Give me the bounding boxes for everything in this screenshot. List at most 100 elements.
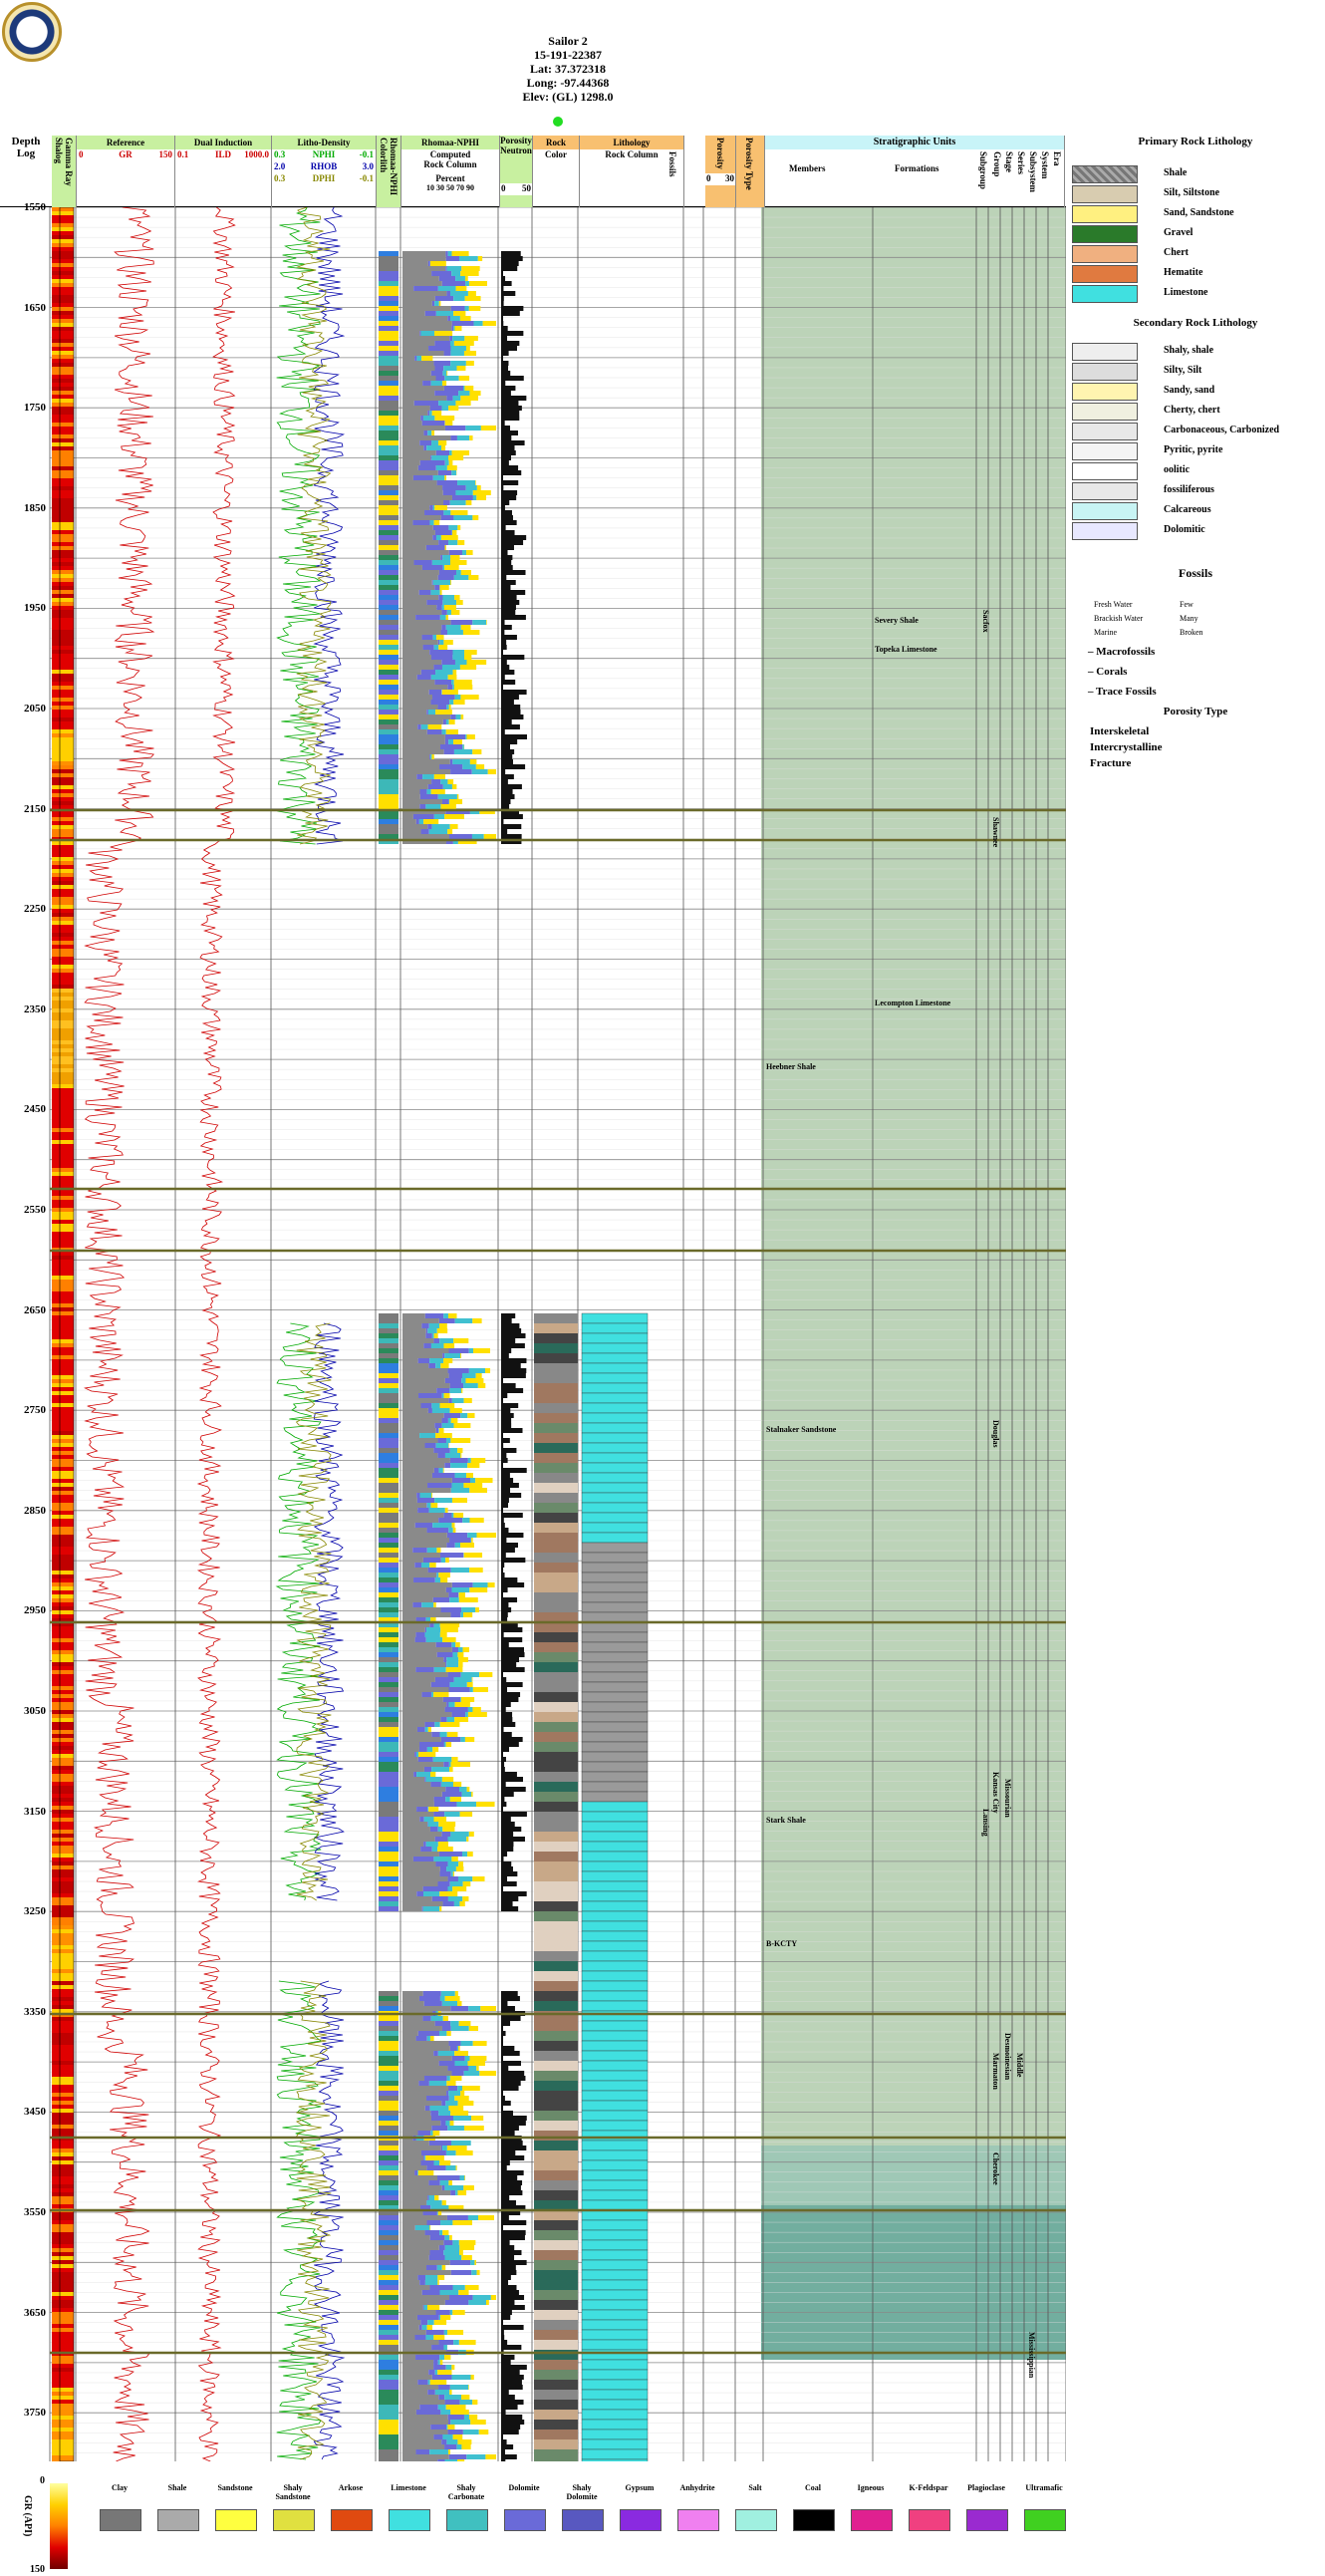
gamma-color-bar [52, 2332, 74, 2336]
rock-column-cell [448, 540, 458, 545]
colorlith-cell [379, 1732, 398, 1737]
gamma-color-bar [52, 1945, 74, 1949]
rock-column-cell [428, 829, 448, 834]
rock-column-cell [449, 1448, 458, 1453]
rock-column-cell [453, 685, 473, 690]
rock-color-cell [534, 1971, 578, 1981]
rock-column-cell [428, 2081, 447, 2086]
rock-column-cell [402, 1757, 418, 1762]
gamma-color-bar [52, 678, 74, 682]
rock-column-cell [437, 794, 457, 799]
rock-column-cell [439, 1338, 454, 1343]
rock-color-cell [534, 1951, 578, 1961]
rock-column-cell [402, 1837, 435, 1842]
neutron-porosity-bar [501, 774, 514, 779]
rock-column-cell [402, 2056, 452, 2061]
gamma-color-bar [52, 1682, 74, 1686]
rock-column-cell [438, 2031, 447, 2036]
rock-column-cell [441, 729, 446, 734]
rock-column-cell [414, 356, 417, 361]
gamma-color-bar [52, 682, 74, 686]
rock-column-cell [427, 2390, 435, 2395]
neutron-porosity-bar [501, 2330, 504, 2335]
rock-column-cell [427, 710, 436, 715]
lithology-cell [581, 1422, 649, 1434]
rock-column-cell [425, 2155, 444, 2160]
rock-column-cell [429, 2380, 447, 2385]
rock-column-cell [446, 1702, 449, 1707]
rock-column-cell [417, 465, 436, 470]
colorlith-cell [379, 1817, 398, 1822]
colorlith-cell [379, 2400, 398, 2405]
rock-column-cell [444, 739, 449, 744]
gamma-color-bar [52, 391, 74, 395]
rock-column-cell [444, 2245, 460, 2250]
rock-column-cell [460, 271, 479, 276]
rock-column-cell [420, 829, 429, 834]
rock-column-cell [436, 1328, 448, 1333]
rock-column-cell [438, 1573, 450, 1577]
gamma-color-bar [52, 1024, 74, 1028]
rock-column-cell [457, 1448, 463, 1453]
rock-column-cell [416, 1727, 425, 1732]
neutron-porosity-bar [501, 695, 519, 700]
neutron-porosity-bar [501, 1991, 518, 1996]
rock-column-cell [402, 1473, 432, 1478]
rock-column-cell [402, 1727, 417, 1732]
colorlith-cell [379, 2225, 398, 2230]
rock-column-cell [429, 2036, 434, 2041]
rock-column-cell [449, 2295, 473, 2300]
neutron-porosity-bar [501, 550, 508, 555]
rock-column-cell [463, 1553, 483, 1558]
gamma-color-bar [52, 1901, 74, 1905]
rock-column-cell [432, 695, 455, 700]
neutron-porosity-bar [501, 1333, 526, 1338]
gamma-color-bar [52, 2224, 74, 2228]
strat-kansas-city: Kansas City [991, 1772, 1000, 1814]
rock-column-cell [445, 1667, 463, 1672]
colorlith-cell [379, 356, 398, 361]
rock-color-cell [534, 1632, 578, 1642]
rock-color-cell [534, 2240, 578, 2250]
rock-column-cell [402, 1657, 444, 1662]
rock-column-cell [449, 2235, 452, 2240]
colorlith-cell [379, 2275, 398, 2280]
lithology-cell [581, 1352, 649, 1364]
rock-color-cell [534, 2320, 578, 2330]
rock-column-cell [490, 2295, 496, 2300]
rock-column-cell [448, 1687, 470, 1692]
rock-column-cell [402, 1762, 444, 1767]
nphi-max: -0.1 [359, 149, 374, 159]
gamma-color-bar [52, 2017, 74, 2021]
neutron-porosity-bar [501, 640, 507, 645]
rock-column-cell [458, 2240, 476, 2245]
rock-color-cell [534, 2160, 578, 2170]
neutron-porosity-bar [501, 2295, 525, 2300]
colorlith-cell [379, 1727, 398, 1732]
rock-column-cell [459, 1787, 467, 1792]
rock-column-cell [424, 1777, 426, 1782]
colorlith-cell [379, 520, 398, 525]
strat-severy: Severy Shale [875, 616, 919, 625]
colorlith-cell [379, 2240, 398, 2245]
rock-column-cell [445, 2165, 456, 2170]
rock-column-cell [457, 2459, 465, 2461]
neutron-porosity-bar [501, 2160, 510, 2165]
rock-color-cell [534, 1353, 578, 1363]
gamma-color-bar [52, 981, 74, 985]
rock-column-cell [420, 2160, 434, 2165]
gamma-color-bar [52, 1985, 74, 1989]
rock-column-cell [402, 1901, 443, 1906]
gamma-color-bar [52, 307, 74, 311]
rock-column-cell [452, 530, 457, 535]
rock-column-cell [460, 1543, 474, 1548]
gamma-color-bar [52, 470, 74, 474]
neutron-porosity-bar [501, 530, 515, 535]
gamma-color-bar [52, 1563, 74, 1567]
neutron-porosity-bar [501, 416, 520, 421]
rock-column-cell [475, 480, 476, 485]
rock-column-cell [427, 1822, 428, 1827]
rock-column-cell [402, 2006, 451, 2011]
rock-column-cell [421, 356, 433, 361]
rock-column-cell [427, 824, 432, 829]
